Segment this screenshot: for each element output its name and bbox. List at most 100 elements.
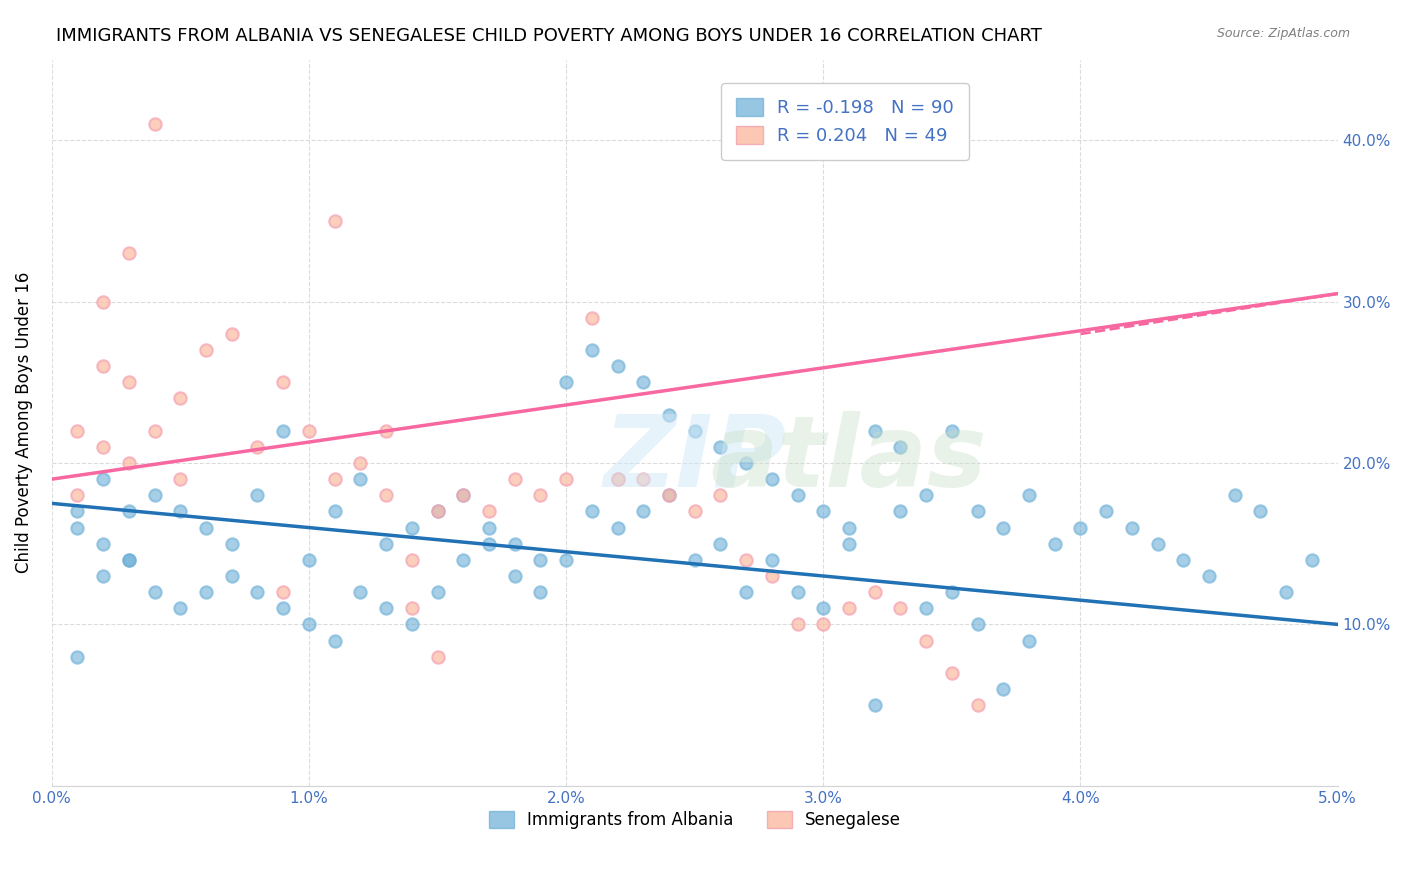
Point: [1043, 537, 1066, 551]
Point: [1198, 569, 1220, 583]
Point: [786, 617, 808, 632]
Point: [529, 553, 551, 567]
Point: [478, 504, 501, 518]
Point: [401, 601, 423, 615]
Point: [66, 488, 89, 502]
Point: [915, 633, 938, 648]
Point: [195, 585, 218, 599]
Point: [426, 585, 449, 599]
Point: [91, 472, 114, 486]
Point: [143, 488, 166, 502]
Point: [838, 601, 860, 615]
Point: [298, 617, 321, 632]
Point: [246, 440, 269, 454]
Point: [91, 537, 114, 551]
Point: [169, 504, 191, 518]
Point: [555, 553, 578, 567]
Text: atlas: atlas: [711, 410, 987, 508]
Point: [581, 310, 603, 325]
Point: [478, 520, 501, 534]
Point: [838, 537, 860, 551]
Point: [735, 585, 758, 599]
Point: [633, 376, 655, 390]
Point: [709, 537, 731, 551]
Point: [91, 440, 114, 454]
Point: [401, 553, 423, 567]
Point: [581, 504, 603, 518]
Point: [323, 214, 346, 228]
Point: [761, 472, 783, 486]
Point: [709, 440, 731, 454]
Text: ZIP: ZIP: [603, 410, 786, 508]
Text: Source: ZipAtlas.com: Source: ZipAtlas.com: [1216, 27, 1350, 40]
Point: [118, 246, 141, 260]
Point: [143, 585, 166, 599]
Point: [169, 601, 191, 615]
Point: [863, 698, 886, 712]
Point: [375, 424, 398, 438]
Point: [709, 488, 731, 502]
Point: [426, 649, 449, 664]
Point: [401, 617, 423, 632]
Point: [118, 376, 141, 390]
Point: [915, 601, 938, 615]
Point: [735, 456, 758, 470]
Legend: Immigrants from Albania, Senegalese: Immigrants from Albania, Senegalese: [482, 804, 907, 836]
Point: [633, 472, 655, 486]
Point: [221, 537, 243, 551]
Point: [426, 504, 449, 518]
Point: [195, 343, 218, 357]
Point: [298, 424, 321, 438]
Point: [323, 504, 346, 518]
Point: [349, 472, 371, 486]
Point: [606, 359, 628, 374]
Point: [761, 553, 783, 567]
Point: [1069, 520, 1091, 534]
Point: [503, 472, 526, 486]
Point: [478, 537, 501, 551]
Point: [118, 504, 141, 518]
Point: [941, 585, 963, 599]
Point: [349, 456, 371, 470]
Point: [66, 504, 89, 518]
Point: [658, 488, 681, 502]
Point: [555, 376, 578, 390]
Point: [863, 424, 886, 438]
Point: [246, 585, 269, 599]
Point: [375, 601, 398, 615]
Point: [555, 472, 578, 486]
Point: [451, 488, 474, 502]
Point: [683, 553, 706, 567]
Point: [221, 326, 243, 341]
Point: [683, 504, 706, 518]
Point: [966, 617, 988, 632]
Point: [143, 117, 166, 131]
Point: [271, 424, 294, 438]
Point: [993, 520, 1015, 534]
Point: [941, 424, 963, 438]
Point: [323, 633, 346, 648]
Point: [143, 424, 166, 438]
Point: [91, 569, 114, 583]
Point: [993, 681, 1015, 696]
Point: [633, 504, 655, 518]
Point: [91, 294, 114, 309]
Point: [1223, 488, 1246, 502]
Point: [118, 553, 141, 567]
Point: [529, 585, 551, 599]
Point: [298, 553, 321, 567]
Point: [1095, 504, 1118, 518]
Point: [889, 601, 911, 615]
Point: [838, 520, 860, 534]
Point: [451, 488, 474, 502]
Point: [66, 520, 89, 534]
Point: [169, 472, 191, 486]
Point: [863, 585, 886, 599]
Point: [401, 520, 423, 534]
Point: [658, 488, 681, 502]
Point: [1018, 488, 1040, 502]
Point: [606, 472, 628, 486]
Point: [118, 553, 141, 567]
Point: [683, 424, 706, 438]
Point: [735, 553, 758, 567]
